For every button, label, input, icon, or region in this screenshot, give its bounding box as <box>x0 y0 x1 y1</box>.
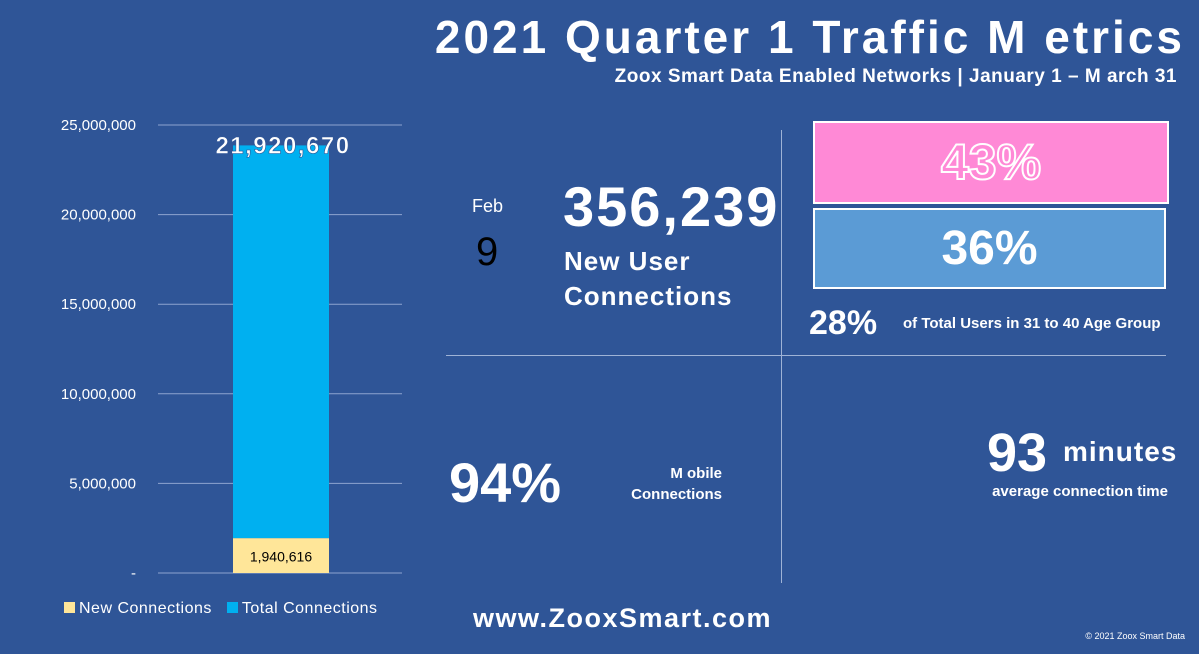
pct-pink-value: 43% <box>940 133 1042 191</box>
mobile-label-line1: M obile <box>670 465 722 482</box>
website-link[interactable]: www.ZooxSmart.com <box>473 603 773 633</box>
chart-legend: New Connections Total Connections <box>64 600 378 618</box>
bar-new-connections <box>233 538 329 573</box>
copyright-text: © 2021 Zoox Smart Data <box>1085 631 1185 641</box>
horizontal-divider <box>446 355 1166 356</box>
bar-total-connections <box>233 145 329 539</box>
legend-label-new: New Connections <box>79 600 212 617</box>
age-group-label: of Total Users in 31 to 40 Age Group <box>903 315 1161 332</box>
y-tick-label: - <box>131 565 136 582</box>
date-month: Feb <box>472 196 504 216</box>
minutes-value: 93 <box>987 423 1048 483</box>
connections-bar-chart: - 5,000,000 10,000,000 15,000,000 20,000,000… <box>61 117 402 582</box>
mobile-pct-value: 94% <box>449 451 562 514</box>
y-tick-label: 15,000,000 <box>61 296 136 313</box>
data-label-new-connections: 1,940,616 <box>250 549 312 565</box>
y-tick-label: 25,000,000 <box>61 117 136 134</box>
minutes-label: average connection time <box>992 483 1168 500</box>
new-users-label-line1: New User <box>564 246 691 276</box>
pct-blue-box: 36% <box>813 208 1166 289</box>
y-tick-label: 5,000,000 <box>69 475 136 492</box>
legend-label-total: Total Connections <box>241 600 378 617</box>
legend-item-total: Total Connections <box>226 600 378 617</box>
pct-pink-box: 43% <box>813 121 1169 204</box>
pct-age-value: 28% <box>809 304 878 342</box>
page-subtitle: Zoox Smart Data Enabled Networks | Janua… <box>614 66 1177 87</box>
minutes-unit: minutes <box>1063 436 1178 467</box>
mobile-label-line2: Connections <box>631 486 722 503</box>
pct-blue-value: 36% <box>941 222 1038 275</box>
new-users-label-line2: Connections <box>564 281 733 311</box>
legend-swatch-total <box>226 602 238 613</box>
y-tick-label: 10,000,000 <box>61 386 136 403</box>
page-title: 2021 Quarter 1 Traffic M etrics <box>434 11 1185 63</box>
date-day: 9 <box>476 230 499 274</box>
y-tick-label: 20,000,000 <box>61 207 136 224</box>
legend-swatch-new <box>64 602 75 613</box>
legend-item-new: New Connections <box>64 600 217 617</box>
new-users-value: 356,239 <box>563 175 780 238</box>
vertical-divider <box>781 130 782 583</box>
data-label-total-connections: 21,920,670 <box>215 132 350 159</box>
